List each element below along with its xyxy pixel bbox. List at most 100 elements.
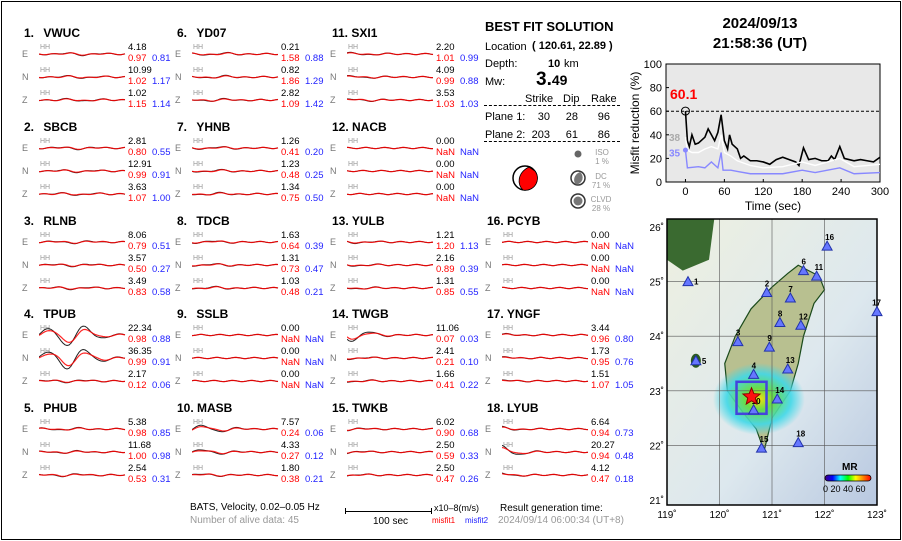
misfit2-value: 0.81 [152, 53, 171, 64]
station-triangle-icon[interactable] [797, 264, 810, 276]
waveform-trace [502, 356, 589, 360]
waveform-trace [192, 168, 279, 173]
misfit1-value: 0.07 [436, 334, 455, 345]
misfit2-value: NaN [615, 241, 635, 252]
station-triangle-icon[interactable] [760, 286, 773, 298]
station-triangle-icon[interactable] [810, 270, 823, 281]
max-marker [680, 106, 690, 116]
channel-label: Z [485, 470, 491, 480]
amplitude-value: 0.00 [281, 323, 300, 334]
band-label: HH [503, 348, 514, 355]
waveform-trace [502, 472, 589, 477]
plane1-strike: 30 [537, 111, 550, 123]
result-time: 2024/09/14 06:00:34 (UT+8) [498, 515, 624, 526]
station-title: 13. YULB [332, 214, 385, 228]
white-start-annotation: 38 [669, 133, 681, 144]
station-triangle-icon[interactable] [792, 436, 805, 448]
misfit2-value: 1.17 [152, 76, 171, 87]
waveform-trace [39, 169, 126, 174]
misfit1-value: 0.41 [281, 147, 300, 158]
lon-tick-label: 123˚ [867, 509, 887, 521]
mainland-coast [667, 219, 715, 271]
depth-unit: km [564, 58, 579, 70]
misfit1-value: 1.86 [281, 76, 300, 87]
amplitude-value: 6.64 [591, 417, 610, 428]
station-number-label: 9 [767, 334, 772, 343]
misfit2-value: NaN [615, 287, 635, 298]
misfit2-value: 0.58 [152, 287, 171, 298]
station-triangle-icon[interactable] [763, 341, 776, 352]
station-triangle-icon[interactable] [784, 291, 797, 303]
synthetic-waveform [347, 427, 434, 431]
table-divider [484, 105, 620, 106]
waveform-trace [192, 333, 279, 337]
band-label: HH [193, 371, 204, 378]
synthetic-waveform [192, 263, 279, 267]
station-triangle-icon[interactable] [682, 275, 694, 287]
amplitude-value: 2.17 [128, 369, 147, 380]
x-tick-label: 240 [832, 186, 850, 198]
channel-label: Z [175, 95, 181, 105]
misfit1-value: 0.90 [436, 428, 455, 439]
amplitude-value: 0.00 [591, 253, 610, 264]
station-triangle-icon[interactable] [871, 305, 883, 317]
result-time-label: Result generation time: [500, 503, 603, 514]
misfit2-value: 0.20 [305, 147, 324, 158]
misfit1-value: 1.02 [128, 76, 147, 87]
waveform-trace [192, 240, 279, 245]
station-triangle-icon[interactable] [690, 354, 702, 366]
misfit2-value: 0.25 [305, 170, 324, 181]
misfit2-value: 0.88 [460, 76, 479, 87]
misfit2-value: 1.05 [615, 380, 634, 391]
station-triangle-icon[interactable] [781, 362, 794, 374]
synthetic-waveform [39, 75, 126, 79]
misfit1-value: 0.98 [128, 334, 147, 345]
station-triangle-icon[interactable] [732, 335, 744, 347]
misfit2-value: 0.88 [152, 334, 171, 345]
synthetic-waveform [347, 146, 433, 150]
best-fit-title: BEST FIT SOLUTION [485, 19, 614, 34]
misfit1-value: NaN [281, 334, 301, 345]
station-triangle-icon[interactable] [821, 240, 833, 251]
station-triangle-icon[interactable] [747, 368, 760, 379]
amplitude-value: 1.34 [281, 182, 300, 193]
waveform-trace [347, 286, 434, 290]
misfit2-value: 0.88 [305, 53, 324, 64]
misfit1-value: 1.07 [591, 380, 610, 391]
band-label: HH [40, 325, 51, 332]
misfit2-value: 0.06 [152, 380, 171, 391]
amplitude-value: 4.18 [128, 42, 147, 53]
waveform-trace [347, 331, 434, 342]
synthetic-waveform [192, 285, 279, 290]
channel-label: Z [175, 470, 181, 480]
clvd-icon [570, 193, 586, 209]
band-label: HH [193, 161, 204, 168]
channel-label: E [330, 330, 337, 340]
misfit1-value: 1.00 [128, 451, 147, 462]
station-number-label: 11 [815, 263, 824, 272]
y-tick-label: 40 [650, 130, 662, 142]
band-label: HH [193, 278, 204, 285]
band-label: HH [348, 442, 359, 449]
synthetic-waveform [502, 286, 589, 290]
amplitude-value: 0.21 [281, 42, 300, 53]
amplitude-value: 2.50 [436, 440, 455, 451]
amplitude-value: 2.16 [436, 253, 455, 264]
waveform-trace [39, 426, 126, 431]
band-label: HH [503, 278, 514, 285]
band-label: HH [503, 255, 514, 262]
station-triangle-icon[interactable] [795, 319, 807, 330]
station-triangle-icon[interactable] [747, 403, 760, 415]
station-triangle-icon[interactable] [774, 316, 786, 328]
clvd-label: CLVD 28 % [590, 195, 612, 213]
misfit2-value: 0.91 [152, 357, 171, 368]
lat-tick-label: 26˚ [650, 222, 664, 234]
lat-tick-label: 23˚ [650, 386, 664, 398]
station-triangle-icon[interactable] [771, 392, 784, 404]
waveform-trace [39, 97, 126, 102]
station-triangle-icon[interactable] [755, 442, 768, 453]
misfit1-value: 0.38 [281, 474, 300, 485]
misfit2-value: 0.50 [305, 193, 324, 204]
misfit1-value: NaN [591, 287, 611, 298]
band-label: HH [193, 67, 204, 74]
